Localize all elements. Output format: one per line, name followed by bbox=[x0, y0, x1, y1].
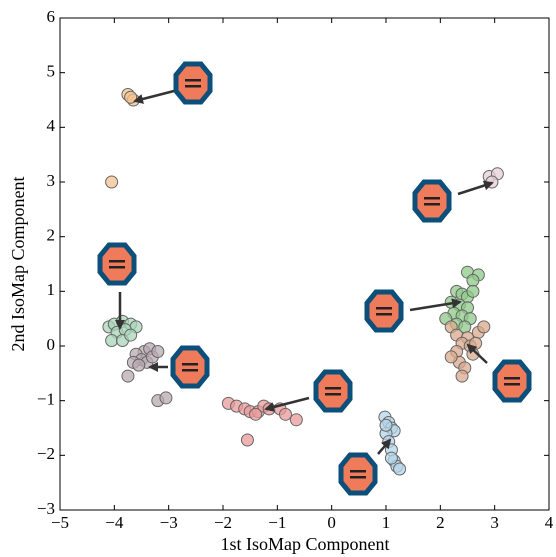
arrow bbox=[377, 438, 392, 455]
scatter-point bbox=[105, 334, 119, 348]
inset-image bbox=[316, 372, 350, 410]
scatter-point bbox=[477, 320, 491, 334]
y-tick-label: 0 bbox=[47, 335, 56, 354]
scatter-point bbox=[159, 391, 173, 405]
inset-image bbox=[173, 348, 207, 386]
x-tick-label: −1 bbox=[268, 513, 286, 532]
y-tick-label: 5 bbox=[47, 62, 56, 81]
inset-image bbox=[415, 182, 449, 220]
y-tick-label: −2 bbox=[37, 444, 55, 463]
x-tick-label: −3 bbox=[160, 513, 178, 532]
x-tick-label: 0 bbox=[327, 513, 336, 532]
scatter-point bbox=[132, 358, 146, 372]
arrow bbox=[466, 343, 488, 364]
scatter-point bbox=[151, 344, 165, 358]
y-axis-title: 2nd IsoMap Component bbox=[8, 177, 28, 352]
y-tick-label: 1 bbox=[47, 280, 56, 299]
image-insets bbox=[100, 64, 529, 493]
inset-image bbox=[367, 292, 401, 330]
x-tick-label: −4 bbox=[105, 513, 124, 532]
inset-image bbox=[176, 64, 210, 102]
arrow bbox=[264, 396, 310, 412]
inset-image bbox=[341, 455, 375, 493]
scatter-point bbox=[249, 407, 263, 421]
scatter-point bbox=[384, 451, 398, 465]
y-tick-label: 3 bbox=[47, 171, 56, 190]
y-tick-label: −1 bbox=[37, 390, 55, 409]
y-tick-label: −3 bbox=[37, 499, 55, 518]
scatter-point bbox=[444, 350, 458, 364]
scatter-point bbox=[289, 413, 303, 427]
scatter-point bbox=[124, 328, 138, 342]
scatter-point bbox=[379, 418, 393, 432]
scatter-point bbox=[105, 175, 119, 189]
x-tick-label: −5 bbox=[51, 513, 69, 532]
plot-frame bbox=[59, 17, 550, 511]
y-tick-label: 2 bbox=[47, 226, 56, 245]
scatter-point bbox=[121, 369, 135, 383]
x-tick-label: 3 bbox=[490, 513, 499, 532]
scatter-point bbox=[466, 273, 480, 287]
scatter-point bbox=[485, 175, 499, 189]
arrows bbox=[115, 89, 494, 455]
scatter-point bbox=[393, 462, 407, 476]
arrow bbox=[133, 89, 175, 104]
x-tick-label: 4 bbox=[545, 513, 554, 532]
scatter-point bbox=[278, 407, 292, 421]
x-axis-title: 1st IsoMap Component bbox=[221, 534, 390, 554]
inset-image bbox=[495, 362, 529, 400]
inset-image bbox=[100, 245, 134, 283]
scatter-point bbox=[466, 284, 480, 298]
x-tick-label: 2 bbox=[436, 513, 445, 532]
arrow bbox=[409, 298, 462, 312]
scatter-point bbox=[240, 433, 254, 447]
y-tick-label: 4 bbox=[47, 116, 56, 135]
x-tick-label: 1 bbox=[382, 513, 391, 532]
scatter-point bbox=[455, 369, 469, 383]
x-tick-label: −2 bbox=[214, 513, 232, 532]
scatter-point bbox=[124, 90, 138, 104]
y-tick-label: 6 bbox=[47, 7, 56, 26]
arrow bbox=[457, 180, 494, 196]
scatter-layer bbox=[102, 88, 504, 476]
